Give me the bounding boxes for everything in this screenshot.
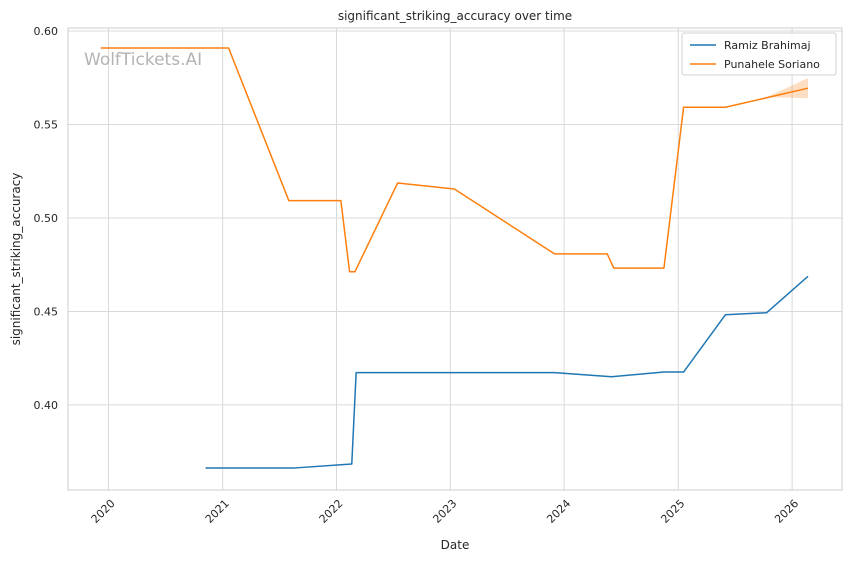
chart-title: significant_striking_accuracy over time: [338, 9, 572, 23]
series-line-ramiz-brahimaj: [205, 275, 809, 469]
y-axis-label: significant_striking_accuracy: [9, 173, 23, 346]
y-tick-label-0.50: 0.50: [34, 212, 59, 225]
series-line-punahele-soriano: [100, 47, 809, 273]
grid-layer: [68, 28, 842, 490]
band-layer: [766, 78, 809, 99]
series-layer: [100, 47, 809, 469]
legend-label-ramiz-brahimaj: Ramiz Brahimaj: [724, 39, 811, 52]
x-axis-label: Date: [441, 538, 470, 552]
legend-box: [681, 32, 837, 76]
legend: Ramiz Brahimaj Punahele Soriano: [681, 32, 837, 76]
plot-frame: [67, 27, 843, 491]
y-tick-label-0.40: 0.40: [34, 399, 59, 412]
legend-label-punahele-soriano: Punahele Soriano: [724, 58, 820, 71]
y-tick-label-0.45: 0.45: [34, 305, 59, 318]
y-tick-label-0.55: 0.55: [34, 118, 59, 131]
confidence-band-punahele-soriano: [766, 78, 809, 99]
y-tick-label-0.60: 0.60: [34, 25, 59, 38]
watermark: WolfTickets.AI: [84, 50, 202, 70]
